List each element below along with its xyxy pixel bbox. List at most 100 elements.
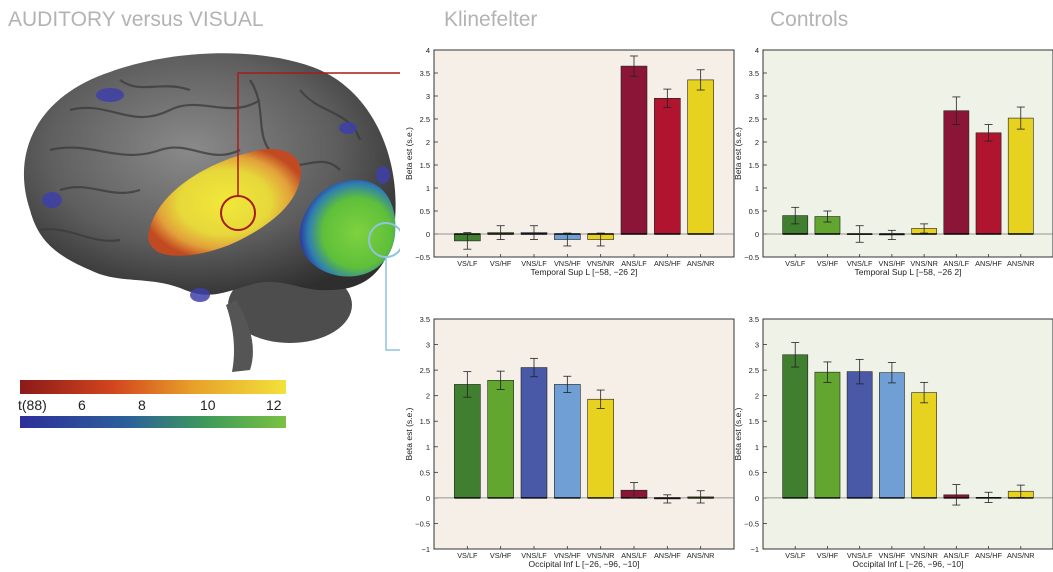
bar: [943, 110, 970, 235]
x-tick-label: ANS/HF: [654, 259, 681, 268]
y-tick-label: 3: [426, 92, 430, 101]
x-tick-label: ANS/NR: [1007, 259, 1035, 268]
y-tick-label: 0.5: [420, 468, 430, 477]
y-tick-label: 0.5: [749, 207, 759, 216]
plot-area: [762, 318, 1053, 550]
y-tick-label: 1: [755, 184, 759, 193]
y-tick-label: 3.5: [749, 69, 759, 78]
colorbar-auditory: [20, 380, 286, 394]
y-tick-label: 2.5: [420, 115, 430, 124]
blue-patch: [42, 192, 62, 208]
bar: [1007, 117, 1034, 235]
y-axis-label: Beta est (s.e.): [404, 127, 414, 180]
x-axis-label: Occipital Inf L [−26, −96, −10]: [529, 559, 640, 569]
x-tick-label: VNS/NR: [587, 551, 615, 560]
y-tick-label: 3: [426, 341, 430, 350]
bar: [846, 371, 873, 499]
bar: [911, 392, 937, 499]
y-tick-label: 1.5: [420, 417, 430, 426]
y-tick-label: 4: [426, 46, 430, 55]
x-tick-label: VS/LF: [457, 551, 478, 560]
brain-illustration: [20, 53, 400, 428]
bar: [487, 380, 514, 499]
y-tick-label: 0: [755, 494, 759, 503]
bar: [654, 98, 681, 235]
blue-patch: [376, 166, 390, 184]
colorbar-tick: 12: [266, 397, 282, 413]
auditory-connector: [237, 72, 400, 196]
x-tick-label: VS/LF: [785, 551, 806, 560]
y-tick-label: 1: [426, 443, 430, 452]
bar: [814, 371, 841, 499]
x-tick-label: VNS/LF: [847, 259, 873, 268]
colorbar-stat-label: t(88): [18, 397, 47, 413]
y-tick-label: 1.5: [749, 417, 759, 426]
x-axis-label: Occipital Inf L [−26, −96, −10]: [853, 559, 964, 569]
y-tick-label: 3: [755, 92, 759, 101]
y-tick-label: 2: [426, 138, 430, 147]
y-tick-label: −0.5: [744, 253, 759, 262]
y-tick-label: −1: [421, 545, 430, 554]
x-tick-label: VS/LF: [785, 259, 806, 268]
colorbar-tick: 8: [138, 397, 146, 413]
plot-area: [433, 318, 735, 550]
colorbar-tick: 6: [78, 397, 86, 413]
x-tick-label: VNS/LF: [847, 551, 873, 560]
y-tick-label: 2.5: [749, 115, 759, 124]
y-tick-label: 2: [755, 138, 759, 147]
y-axis-label: Beta est (s.e.): [404, 407, 414, 460]
x-tick-label: ANS/HF: [975, 259, 1002, 268]
y-tick-label: 1: [426, 184, 430, 193]
y-tick-label: 1.5: [749, 161, 759, 170]
bar: [620, 65, 648, 235]
bar: [782, 354, 809, 499]
x-tick-label: VNS/NR: [910, 259, 938, 268]
y-tick-label: 3.5: [420, 315, 430, 324]
klinefelter-heading: Klinefelter: [444, 8, 538, 31]
bar: [454, 384, 481, 499]
controls-heading: Controls: [770, 8, 849, 31]
x-tick-label: ANS/NR: [687, 551, 715, 560]
plot-area: [762, 49, 1053, 258]
x-tick-label: ANS/LF: [944, 259, 970, 268]
bar: [975, 132, 1002, 235]
y-tick-label: 0: [426, 230, 430, 239]
x-tick-label: VS/HF: [817, 259, 839, 268]
y-tick-label: −1: [750, 545, 759, 554]
x-tick-label: ANS/HF: [975, 551, 1002, 560]
x-axis-label: Temporal Sup L [−58, −26 2]: [855, 267, 962, 277]
x-tick-label: ANS/LF: [621, 259, 647, 268]
y-axis-label: Beta est (s.e.): [733, 407, 743, 460]
x-tick-label: ANS/NR: [687, 259, 715, 268]
y-tick-label: 1.5: [420, 161, 430, 170]
y-tick-label: 0: [755, 230, 759, 239]
y-tick-label: −0.5: [415, 519, 430, 528]
y-tick-label: 1: [755, 443, 759, 452]
y-tick-label: 3: [755, 341, 759, 350]
y-tick-label: 3.5: [420, 69, 430, 78]
y-tick-label: 2.5: [420, 366, 430, 375]
y-tick-label: 2.5: [749, 366, 759, 375]
y-tick-label: −0.5: [415, 253, 430, 262]
x-tick-label: VNS/NR: [910, 551, 938, 560]
visual-activation: [299, 179, 396, 277]
y-tick-label: 3.5: [749, 315, 759, 324]
blue-patch: [96, 88, 124, 102]
x-tick-label: ANS/LF: [621, 551, 647, 560]
x-tick-label: VS/HF: [490, 259, 512, 268]
bar: [520, 367, 548, 499]
x-tick-label: ANS/LF: [944, 551, 970, 560]
brainstem: [226, 300, 253, 372]
x-tick-label: ANS/HF: [654, 551, 681, 560]
x-tick-label: VNS/LF: [521, 551, 547, 560]
colorbar-visual: [20, 416, 286, 428]
y-axis-label: Beta est (s.e.): [733, 127, 743, 180]
y-tick-label: 4: [755, 46, 759, 55]
visual-connector: [385, 257, 400, 351]
x-tick-label: VS/HF: [817, 551, 839, 560]
x-tick-label: VNS/HF: [879, 259, 906, 268]
x-tick-label: VS/LF: [457, 259, 478, 268]
bar: [879, 372, 905, 499]
x-tick-label: ANS/NR: [1007, 551, 1035, 560]
